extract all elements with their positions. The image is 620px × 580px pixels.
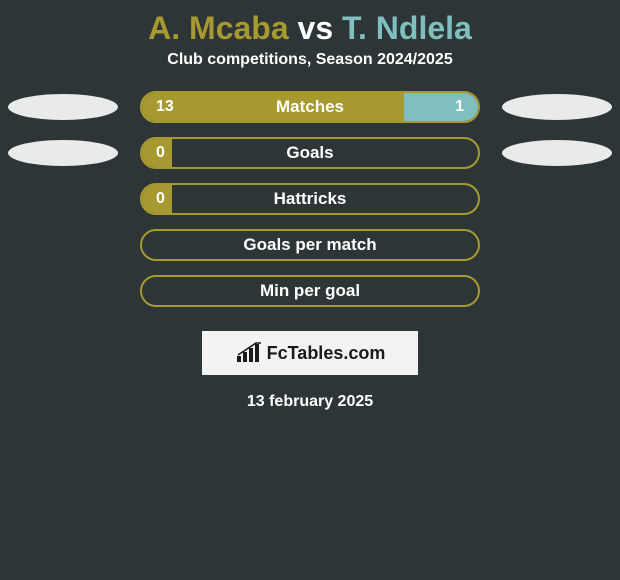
stat-row: 0Hattricks [0,183,620,215]
placeholder-ellipse-right [502,140,612,166]
stat-row: Min per goal [0,275,620,307]
placeholder-ellipse-left [8,94,118,120]
bar-segment [172,185,478,213]
placeholder-ellipse-right [502,94,612,120]
placeholder-ellipse-left [8,140,118,166]
bar-segment [142,277,478,305]
stat-row: 0Goals [0,137,620,169]
stats-container: 131Matches0Goals0HattricksGoals per matc… [0,91,620,307]
stat-row: 131Matches [0,91,620,123]
stat-bar: 0Goals [140,137,480,169]
left-value: 0 [156,144,165,162]
left-value: 0 [156,190,165,208]
stat-row: Goals per match [0,229,620,261]
stat-bar: Goals per match [140,229,480,261]
subtitle: Club competitions, Season 2024/2025 [0,51,620,91]
bar-segment: 13 [142,93,404,121]
player2-name: T. Ndlela [342,10,472,46]
stat-bar: Min per goal [140,275,480,307]
bar-segment [172,139,478,167]
right-value: 1 [455,98,464,116]
page-title: A. Mcaba vs T. Ndlela [0,0,620,51]
stat-bar: 0Hattricks [140,183,480,215]
bar-segment: 1 [404,93,478,121]
bar-segment: 0 [142,185,172,213]
chart-icon [235,342,263,364]
bar-segment [142,231,478,259]
bar-segment: 0 [142,139,172,167]
player1-name: A. Mcaba [148,10,288,46]
stat-bar: 131Matches [140,91,480,123]
vs-text: vs [298,10,334,46]
date-text: 13 february 2025 [0,393,620,411]
left-value: 13 [156,98,174,116]
logo-badge: FcTables.com [202,331,418,375]
logo-text: FcTables.com [267,343,386,364]
